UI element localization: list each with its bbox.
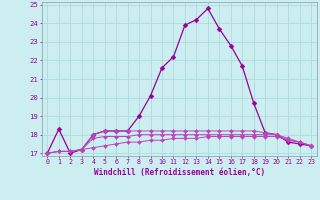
X-axis label: Windchill (Refroidissement éolien,°C): Windchill (Refroidissement éolien,°C) — [94, 168, 265, 177]
